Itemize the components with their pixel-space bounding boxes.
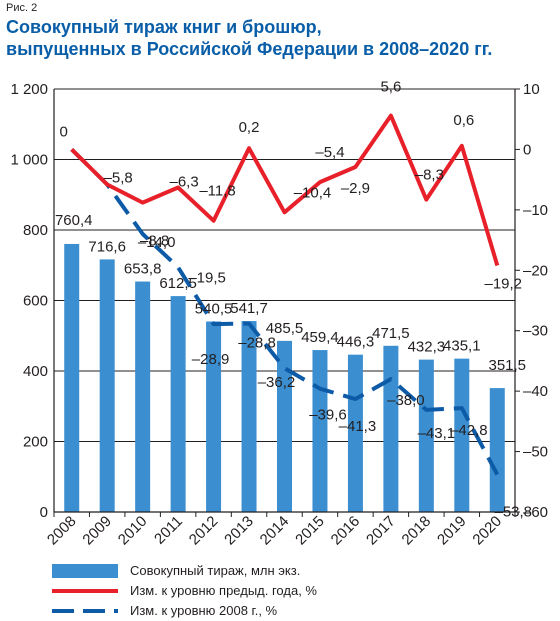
chart-title-line2: выпущенных в Российской Федерации в 2008… <box>6 39 493 59</box>
line-prev-year-label: –5,8 <box>104 169 133 186</box>
line-2008-label: –53,8 <box>494 504 532 521</box>
y-right-tick-label: 10 <box>523 81 540 98</box>
line-2008-label: –42,8 <box>450 422 488 439</box>
x-tick-label: 2012 <box>186 513 222 549</box>
bar-2011 <box>170 296 186 512</box>
x-tick-label: 2010 <box>115 513 151 549</box>
x-tick-label: 2008 <box>44 513 80 549</box>
bar-2019 <box>454 358 470 512</box>
bar-value-label: 716,6 <box>88 238 126 255</box>
bar-2012 <box>206 321 222 512</box>
line-2008-label: –43,1 <box>418 425 456 442</box>
line-change-vs-2008 <box>70 147 500 476</box>
chart-title: Совокупный тираж книг и брошюр, выпущенн… <box>6 16 554 60</box>
bar-value-label: 471,5 <box>372 325 410 342</box>
line-prev-year-label: –6,3 <box>170 173 199 190</box>
bar-2009 <box>99 259 115 512</box>
bar-2020 <box>489 388 505 512</box>
y-left-tick-label: 200 <box>23 434 48 451</box>
y-left-tick-label: 1 000 <box>10 152 48 169</box>
line-prev-year-label: –5,4 <box>315 144 344 161</box>
line-prev-year-label: –8,3 <box>415 167 444 184</box>
bar-2010 <box>135 281 151 512</box>
line-2008-label: –38,0 <box>387 392 425 409</box>
bar-2014 <box>277 340 292 512</box>
bar-value-label: 760,4 <box>55 212 93 229</box>
y-left-tick-label: 1 200 <box>10 81 48 98</box>
y-right-tick-label: –30 <box>523 323 548 340</box>
y-left-tick-label: 600 <box>23 293 48 310</box>
legend-item-bars: Совокупный тираж, млн экз. <box>52 561 472 581</box>
line-prev-year-label: –8,8 <box>140 233 169 250</box>
x-tick-label: 2011 <box>151 513 186 548</box>
y-left-tick-label: 800 <box>23 222 48 239</box>
bar-2013 <box>241 321 257 512</box>
bar-value-label: 485,5 <box>266 320 304 337</box>
line-2008-label: –28,9 <box>192 351 230 368</box>
bar-2017 <box>383 345 399 512</box>
x-tick-label: 2009 <box>79 513 115 549</box>
x-tick-label: 2017 <box>363 513 399 549</box>
x-tick-label: 2018 <box>399 513 435 549</box>
bar-value-label: 432,3 <box>408 339 446 356</box>
x-tick-label: 2013 <box>221 513 257 549</box>
legend-swatch-base-year <box>52 609 118 613</box>
line-prev-year-label: 0 <box>60 123 68 140</box>
y-right-tick-label: –60 <box>523 504 548 521</box>
legend-swatch-prev-year <box>52 589 118 593</box>
legend-item-prev-year: Изм. к уровню предыд. года, % <box>52 581 472 601</box>
bar-value-label: 351,5 <box>488 357 526 374</box>
bar-2015 <box>312 350 328 512</box>
legend-label-base-year: Изм. к уровню 2008 г., % <box>130 603 278 618</box>
line-2008-label: –41,3 <box>339 418 377 435</box>
line-2008-label: –28,8 <box>238 334 276 351</box>
bar-value-label: 541,7 <box>230 300 268 317</box>
bar-2018 <box>418 359 434 512</box>
y-right-tick-label: –40 <box>523 383 548 400</box>
line-prev-year-label: –10,4 <box>294 184 332 201</box>
line-prev-year-label: –11,8 <box>199 183 235 200</box>
chart-title-line1: Совокупный тираж книг и брошюр, <box>6 17 322 37</box>
legend-label-prev-year: Изм. к уровню предыд. года, % <box>130 583 317 598</box>
x-tick-label: 2019 <box>434 513 470 549</box>
y-right-tick-label: –20 <box>523 262 548 279</box>
line-prev-year-label: 0,6 <box>453 112 474 129</box>
bar-value-label: 653,8 <box>124 261 162 278</box>
bar-2008 <box>64 243 80 513</box>
line-prev-year-label: –2,9 <box>341 180 370 197</box>
line-2008-label: –14,0 <box>138 234 176 251</box>
line-2008-label: –19,5 <box>188 269 226 286</box>
bar-value-label: 459,4 <box>301 329 339 346</box>
bar-value-label: 435,1 <box>443 338 481 355</box>
figure-label: Рис. 2 <box>6 2 38 14</box>
y-right-tick-label: 0 <box>523 141 531 158</box>
y-right-tick-label: –10 <box>523 202 548 219</box>
line-prev-year-label: 5,6 <box>380 79 401 96</box>
legend-item-base-year: Изм. к уровню 2008 г., % <box>52 601 472 621</box>
y-left-tick-label: 400 <box>23 363 48 380</box>
legend-swatch-bars <box>52 564 118 578</box>
y-left-tick-label: 0 <box>40 504 48 521</box>
line-prev-year-label: –19,2 <box>484 275 522 292</box>
chart-legend: Совокупный тираж, млн экз. Изм. к уровню… <box>52 561 472 621</box>
line-prev-year-label: 0,2 <box>239 119 260 136</box>
bar-value-label: 540,5 <box>195 300 233 317</box>
bar-2016 <box>347 354 363 512</box>
y-right-tick-label: –50 <box>523 444 548 461</box>
bar-value-label: 612,5 <box>159 275 197 292</box>
x-tick-label: 2014 <box>257 513 293 549</box>
bar-value-label: 446,3 <box>337 334 375 351</box>
x-tick-label: 2016 <box>328 513 364 549</box>
legend-label-bars: Совокупный тираж, млн экз. <box>130 563 301 578</box>
x-tick-label: 2015 <box>292 513 328 549</box>
line-2008-label: –39,6 <box>309 407 347 424</box>
line-2008-label: –36,2 <box>258 374 296 391</box>
line-change-vs-prev-year <box>70 113 500 267</box>
